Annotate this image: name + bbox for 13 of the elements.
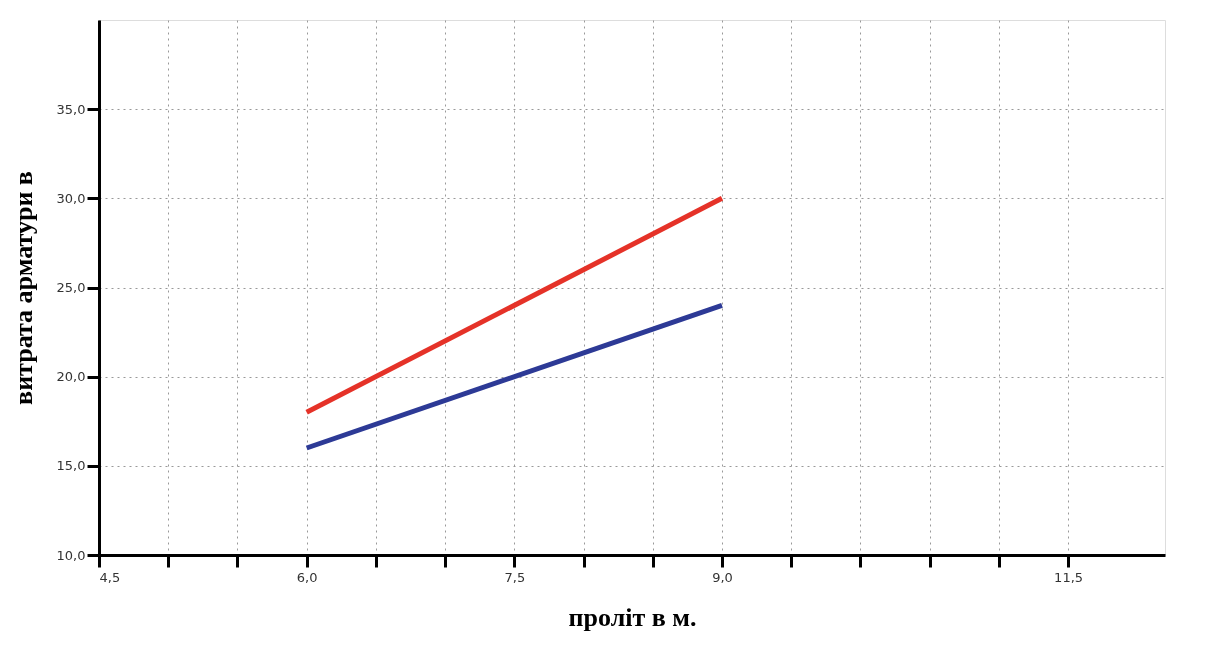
y-axis-title: витрата арматури в (8, 171, 38, 405)
y-tick-label: 20,0 (56, 369, 86, 385)
x-tick-label: 9,0 (712, 569, 733, 585)
x-tick-label: 11,5 (1054, 569, 1084, 585)
y-tick-label: 35,0 (56, 101, 86, 117)
x-axis-title: проліт в м. (568, 602, 697, 632)
x-tick-label: 7,5 (504, 569, 526, 585)
y-tick-label: 30,0 (56, 190, 86, 206)
x-tick-label: 4,5 (99, 569, 121, 585)
y-tick-label: 10,0 (56, 547, 86, 563)
y-tick-label: 15,0 (56, 458, 86, 474)
x-tick-label: 6,0 (296, 569, 318, 585)
y-tick-label: 25,0 (56, 280, 86, 295)
